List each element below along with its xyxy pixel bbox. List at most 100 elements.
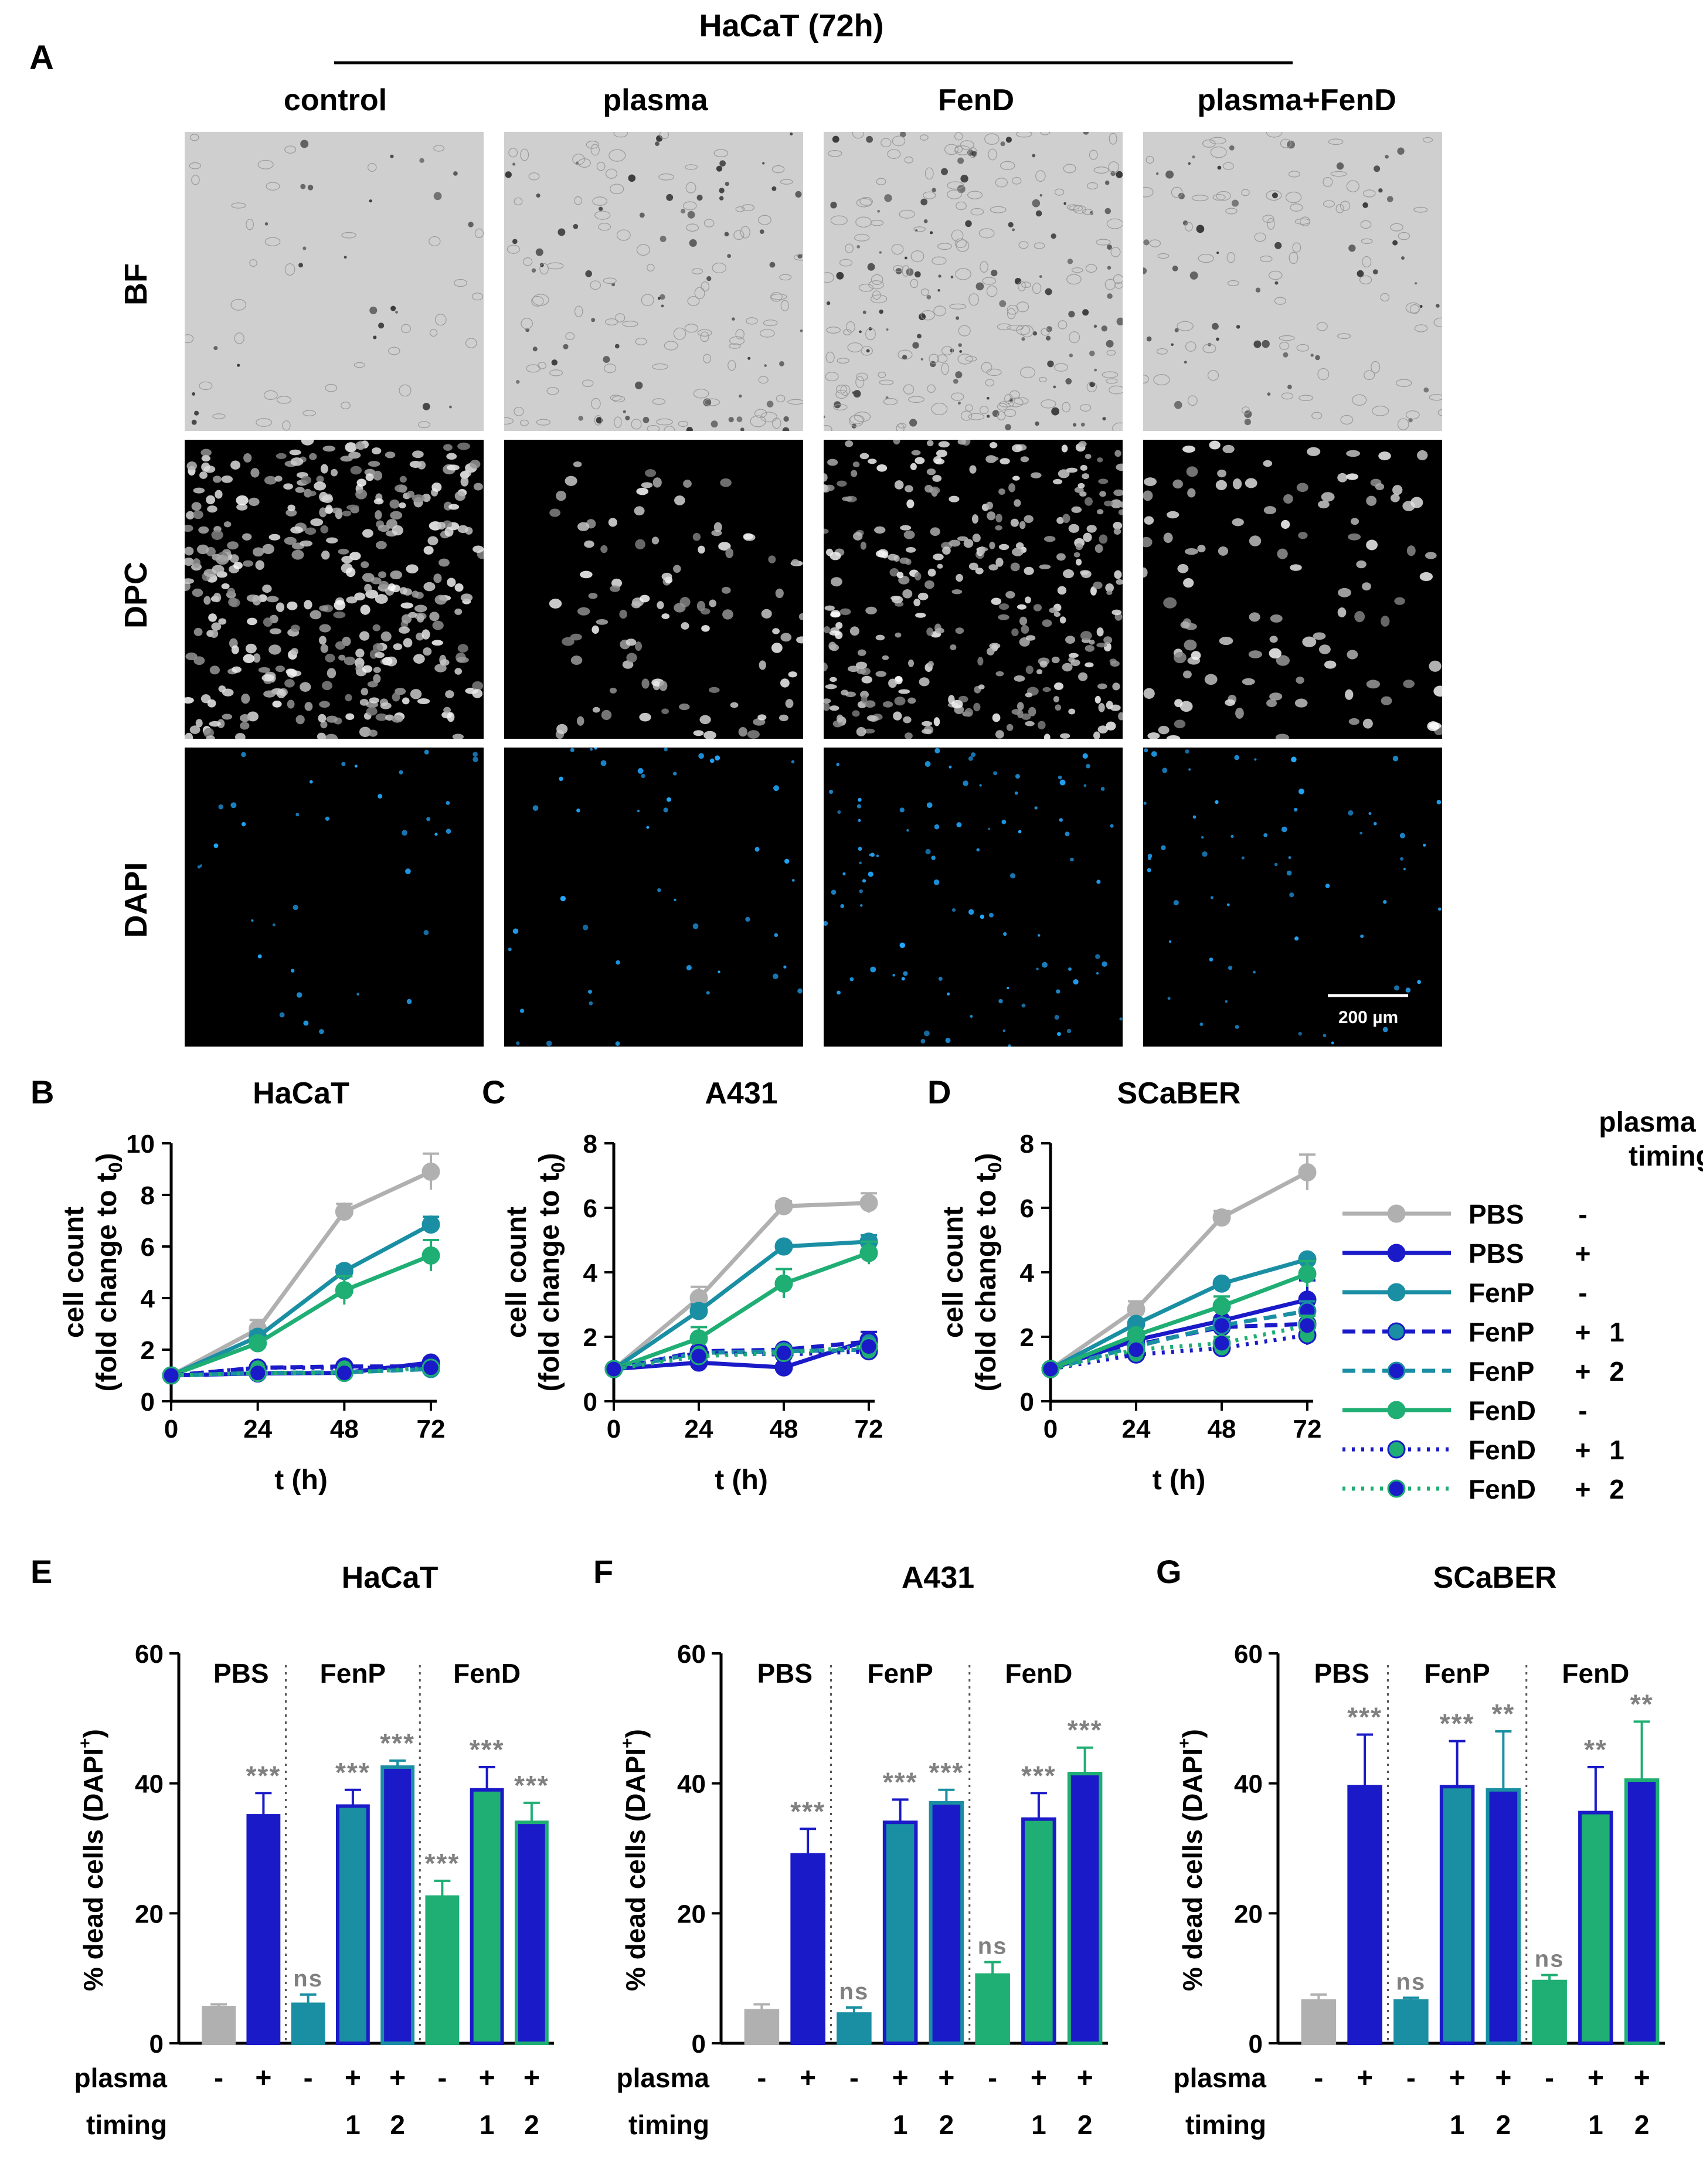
series-line xyxy=(170,1222,432,1378)
bar xyxy=(1393,1999,1429,2045)
significance-label: *** xyxy=(883,1767,918,1797)
chart-e: E HaCaT 0 20 40 60 % dead cells (DAPI+) PBS FenP… xyxy=(30,1553,554,2140)
x-tick-label: 24 xyxy=(1122,1415,1151,1443)
legend-plasma: + xyxy=(1575,1435,1591,1465)
significance-label: ns xyxy=(1396,1969,1426,1995)
micrograph-dpc-3 xyxy=(824,440,1123,739)
plasma-sign: + xyxy=(1357,2063,1373,2094)
group-label: PBS xyxy=(213,1658,269,1689)
y-tick-label: 40 xyxy=(1234,1770,1263,1799)
data-point xyxy=(335,1281,353,1300)
bar xyxy=(1578,1811,1613,2045)
group-label: FenP xyxy=(1424,1658,1490,1689)
x-tick-label: 48 xyxy=(770,1415,798,1443)
data-point xyxy=(689,1347,708,1366)
timing-row-label: timing xyxy=(1185,2110,1266,2140)
data-point xyxy=(1212,1316,1231,1335)
micrograph-dapi-2 xyxy=(504,748,803,1047)
plasma-sign: - xyxy=(304,2063,313,2094)
significance-label: ** xyxy=(1491,1699,1515,1729)
y-tick-label: 2 xyxy=(583,1323,597,1352)
micrograph-dapi-4: 200 µm xyxy=(1143,748,1442,1047)
timing-value: 2 xyxy=(524,2110,539,2140)
x-tick-label: 0 xyxy=(607,1415,621,1443)
legend-plasma: + xyxy=(1575,1238,1591,1269)
y-tick-label: 4 xyxy=(141,1285,155,1313)
plasma-sign: - xyxy=(988,2063,997,2094)
legend-plasma: - xyxy=(1578,1395,1587,1426)
y-tick-label: 4 xyxy=(583,1259,598,1288)
bar xyxy=(1439,1785,1475,2045)
panel-letter: F xyxy=(593,1553,613,1590)
legend-plasma: + xyxy=(1575,1317,1591,1347)
group-label: PBS xyxy=(1314,1658,1369,1689)
group-label: FenD xyxy=(1562,1658,1629,1689)
data-point xyxy=(774,1274,793,1293)
timing-row-label: timing xyxy=(628,2110,709,2140)
column-label-control: control xyxy=(284,83,387,117)
significance-label: ** xyxy=(1584,1734,1607,1765)
bar xyxy=(1486,1788,1521,2045)
data-point xyxy=(162,1366,181,1385)
series-line xyxy=(171,1364,431,1378)
plasma-sign: + xyxy=(1588,2063,1604,2094)
micrograph-bf-3 xyxy=(824,132,1123,431)
data-point xyxy=(421,1246,440,1265)
series-line xyxy=(171,1367,431,1378)
bar xyxy=(1301,1999,1337,2045)
micrograph-dapi-3 xyxy=(824,748,1123,1047)
row-label-dpc: DPC xyxy=(118,562,154,629)
timing-value: 1 xyxy=(1031,2110,1046,2140)
legend-timing: 2 xyxy=(1609,1474,1624,1504)
plasma-row-label: plasma xyxy=(616,2063,709,2093)
x-tick-label: 72 xyxy=(1293,1415,1322,1443)
legend-name: PBS xyxy=(1469,1199,1524,1229)
legend-name: FenD xyxy=(1469,1474,1536,1504)
data-point xyxy=(689,1302,708,1320)
legend-timing: 2 xyxy=(1609,1356,1624,1387)
micrograph-bf-1 xyxy=(185,132,484,431)
data-point xyxy=(1127,1340,1145,1359)
row-label-dapi: DAPI xyxy=(118,862,154,938)
series-line xyxy=(613,1347,869,1371)
legend-name: FenP xyxy=(1469,1317,1534,1347)
timing-value: 1 xyxy=(1450,2110,1465,2140)
bar xyxy=(291,2002,325,2045)
chart-title: A431 xyxy=(705,1076,777,1110)
series-line xyxy=(1049,1272,1308,1371)
timing-value: 2 xyxy=(939,2110,954,2140)
panel-letter: C xyxy=(482,1074,505,1110)
y-tick-label: 20 xyxy=(1234,1900,1263,1928)
y-tick-label: 8 xyxy=(141,1181,155,1210)
scale-bar-label: 200 µm xyxy=(1338,1008,1398,1027)
bar xyxy=(1021,1817,1056,2045)
bar xyxy=(470,1788,504,2045)
series-line xyxy=(1049,1298,1308,1371)
panel-letter: B xyxy=(30,1074,54,1110)
plasma-sign: + xyxy=(892,2063,909,2094)
data-point xyxy=(774,1237,793,1256)
data-point xyxy=(1212,1274,1231,1293)
panel-letter: E xyxy=(30,1553,52,1590)
significance-label: *** xyxy=(246,1760,281,1791)
panel-letter: D xyxy=(927,1074,951,1110)
legend-name: FenP xyxy=(1469,1278,1534,1308)
y-tick-label: 10 xyxy=(126,1130,155,1159)
series-line xyxy=(613,1251,870,1371)
series-line xyxy=(613,1338,870,1371)
timing-value: 2 xyxy=(1077,2110,1093,2140)
timing-value: 2 xyxy=(390,2110,405,2140)
plasma-sign: - xyxy=(1314,2063,1323,2094)
panel-a-letter: A xyxy=(29,39,54,77)
y-axis-label: % dead cells (DAPI+) xyxy=(618,1729,651,1991)
plasma-sign: - xyxy=(757,2063,766,2094)
bar xyxy=(837,2012,872,2045)
panel-a-labels: A HaCaT (72h) control plasma FenD plasma… xyxy=(29,8,1396,117)
data-point xyxy=(421,1358,440,1377)
plasma-sign: + xyxy=(1495,2063,1511,2094)
chart-title: HaCaT xyxy=(342,1561,439,1595)
series-line xyxy=(1050,1333,1308,1371)
data-point xyxy=(1212,1297,1231,1316)
